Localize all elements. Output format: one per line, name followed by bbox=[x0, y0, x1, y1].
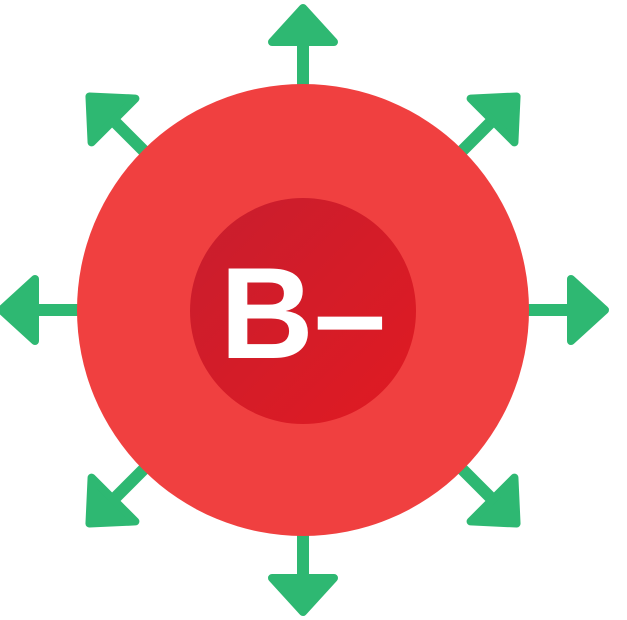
blood-type-label: B– bbox=[220, 240, 386, 386]
arrow-head bbox=[85, 473, 140, 528]
arrow-head bbox=[268, 574, 338, 616]
arrow-head bbox=[466, 473, 521, 528]
arrow-head bbox=[0, 275, 39, 345]
inner-core bbox=[190, 198, 416, 424]
arrow-head bbox=[466, 92, 521, 147]
arrow-head bbox=[567, 275, 609, 345]
arrow-head bbox=[268, 4, 338, 46]
arrow-head bbox=[85, 92, 140, 147]
